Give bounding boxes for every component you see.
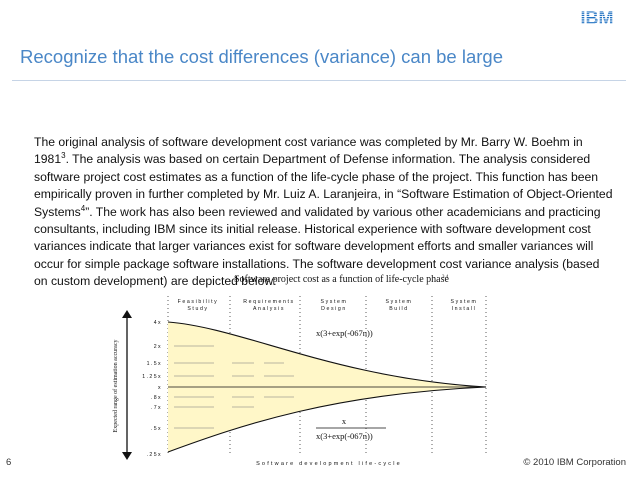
phase-label-install-2: Install <box>452 306 477 312</box>
upper-bound-formula: x(3+exp(-067n)) <box>316 328 373 338</box>
y-tick-label: 1.25x <box>142 374 162 380</box>
y-tick-label: 2x <box>154 344 162 350</box>
phase-label-requirements-2: Analysis <box>253 306 285 312</box>
phase-label-feasibility-2: Study <box>187 306 208 312</box>
y-tick-label: x <box>158 385 162 391</box>
paragraph-part-1: The original analysis of software develo… <box>34 135 583 167</box>
y-tick-label: .7x <box>151 405 162 411</box>
lower-bound-numerator: x <box>342 416 347 426</box>
phase-label-build-2: Build <box>389 306 409 312</box>
phase-label-feasibility-1: Feasibility <box>178 299 219 305</box>
paragraph-part-3: ”. The work has also been reviewed and v… <box>34 204 601 289</box>
lower-bound-formula: x(3+exp(-067n)) <box>316 431 373 441</box>
phase-label-design-2: Design <box>321 306 347 312</box>
page-title: Recognize that the cost differences (var… <box>20 46 503 67</box>
title-divider <box>12 80 626 81</box>
lower-bound-curve <box>167 386 487 453</box>
y-axis-arrow-down-icon <box>122 452 132 460</box>
ibm-logo: IBM <box>581 8 614 26</box>
phase-label-build-1: System <box>386 299 413 305</box>
y-axis-label: Expected range of estimation accuracy <box>112 340 119 433</box>
paragraph-part-2: . The analysis was based on certain Depa… <box>34 152 613 219</box>
page-number: 6 <box>6 457 12 468</box>
x-axis-label: Software development life-cycle <box>256 461 402 467</box>
footnote-ref-3: 3 <box>61 151 66 161</box>
y-tick-label: .25x <box>147 452 162 458</box>
ibm-logo-text: IBM <box>581 8 614 26</box>
footnote-ref-4: 4 <box>80 203 86 213</box>
y-tick-label: 1.5x <box>147 361 162 367</box>
figure-title: Software project cost as a function of l… <box>234 274 449 285</box>
phase-label-requirements-1: Requirements <box>243 299 295 305</box>
phase-label-install-1: System <box>451 299 478 305</box>
y-tick-label: .8x <box>151 395 162 401</box>
y-axis-arrow-up-icon <box>122 310 132 318</box>
y-tick-label: 4x <box>154 320 162 326</box>
figure-title-footnote: 3,4 <box>442 275 449 280</box>
phase-label-design-1: System <box>321 299 348 305</box>
body-paragraph: The original analysis of software develo… <box>34 134 614 291</box>
copyright-notice: © 2010 IBM Corporation <box>523 457 626 468</box>
upper-bound-curve <box>167 321 487 388</box>
cost-cone-figure: Software project cost as a function of l… <box>112 274 487 467</box>
y-tick-label: .5x <box>151 426 162 432</box>
